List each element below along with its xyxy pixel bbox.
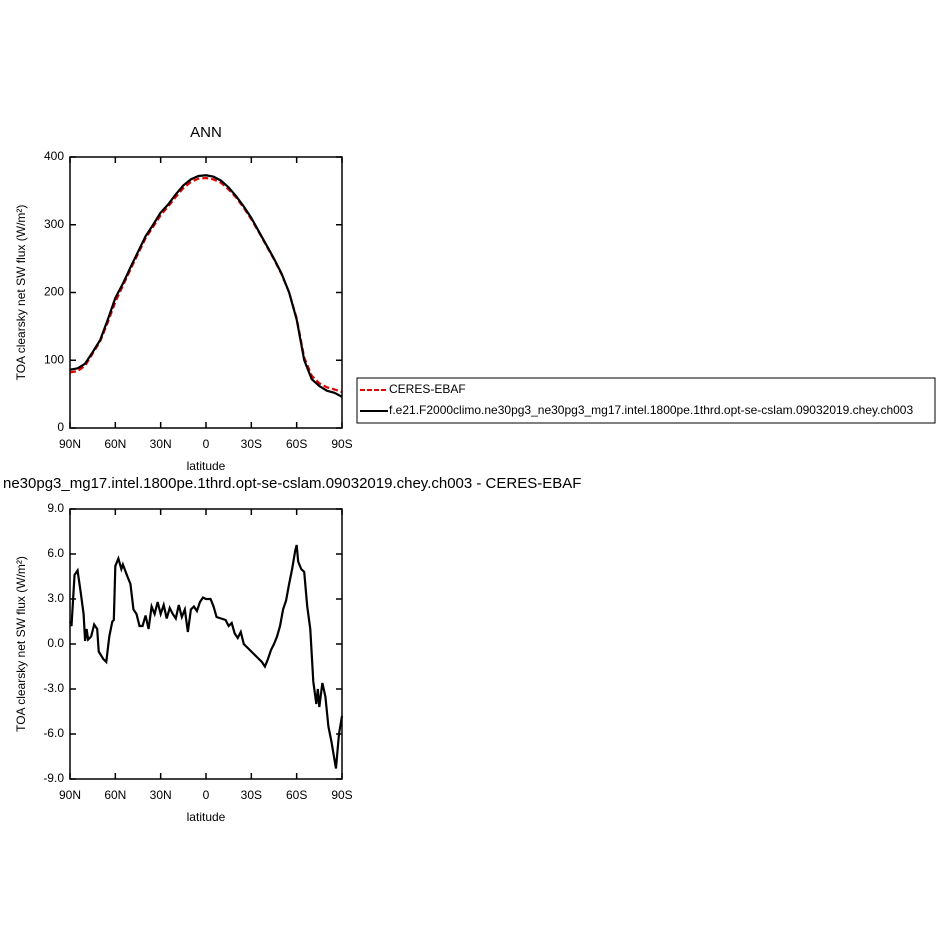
y-tick-label: 400 [44, 149, 64, 163]
y-tick-label: -3.0 [43, 681, 64, 695]
x-tick-label: 30N [150, 437, 172, 451]
x-tick-label: 60S [286, 437, 307, 451]
y-tick-label: 9.0 [47, 501, 64, 515]
x-tick-label: 60N [104, 788, 126, 802]
y-tick-label: 0.0 [47, 636, 64, 650]
x-axis-label: latitude [187, 459, 226, 473]
x-tick-label: 0 [203, 437, 210, 451]
series-line [69, 174, 343, 398]
x-tick-label: 0 [203, 788, 210, 802]
x-axis-label: latitude [187, 810, 226, 824]
y-tick-label: 200 [44, 285, 64, 299]
legend-label: CERES-EBAF [389, 382, 466, 396]
series-line [68, 544, 344, 769]
x-tick-label: 90S [331, 437, 352, 451]
plot-frame [69, 156, 343, 429]
y-tick-label: -9.0 [43, 771, 64, 785]
y-tick-label: 100 [44, 352, 64, 366]
x-tick-label: 90N [59, 437, 81, 451]
x-tick-label: 60N [104, 437, 126, 451]
x-tick-label: 60S [286, 788, 307, 802]
y-tick-label: 6.0 [47, 546, 64, 560]
x-tick-label: 90N [59, 788, 81, 802]
plot-frame [69, 508, 343, 780]
series-line [69, 176, 343, 394]
chart-title: ne30pg3_mg17.intel.1800pe.1thrd.opt-se-c… [3, 475, 581, 492]
x-tick-label: 30N [150, 788, 172, 802]
y-tick-label: -6.0 [43, 726, 64, 740]
legend-label: f.e21.F2000climo.ne30pg3_ne30pg3_mg17.in… [389, 403, 913, 417]
x-tick-label: 90S [331, 788, 352, 802]
y-axis-label: TOA clearsky net SW flux (W/m²) [14, 556, 28, 732]
y-tick-label: 0 [57, 420, 64, 434]
y-tick-label: 300 [44, 217, 64, 231]
x-tick-label: 30S [241, 437, 262, 451]
legend: CERES-EBAF f.e21.F2000climo.ne30pg3_ne30p… [356, 377, 936, 424]
y-axis-label: TOA clearsky net SW flux (W/m²) [14, 205, 28, 381]
x-tick-label: 30S [241, 788, 262, 802]
chart-title: ANN [190, 124, 222, 141]
legend-box [356, 377, 936, 424]
y-tick-label: 3.0 [47, 591, 64, 605]
